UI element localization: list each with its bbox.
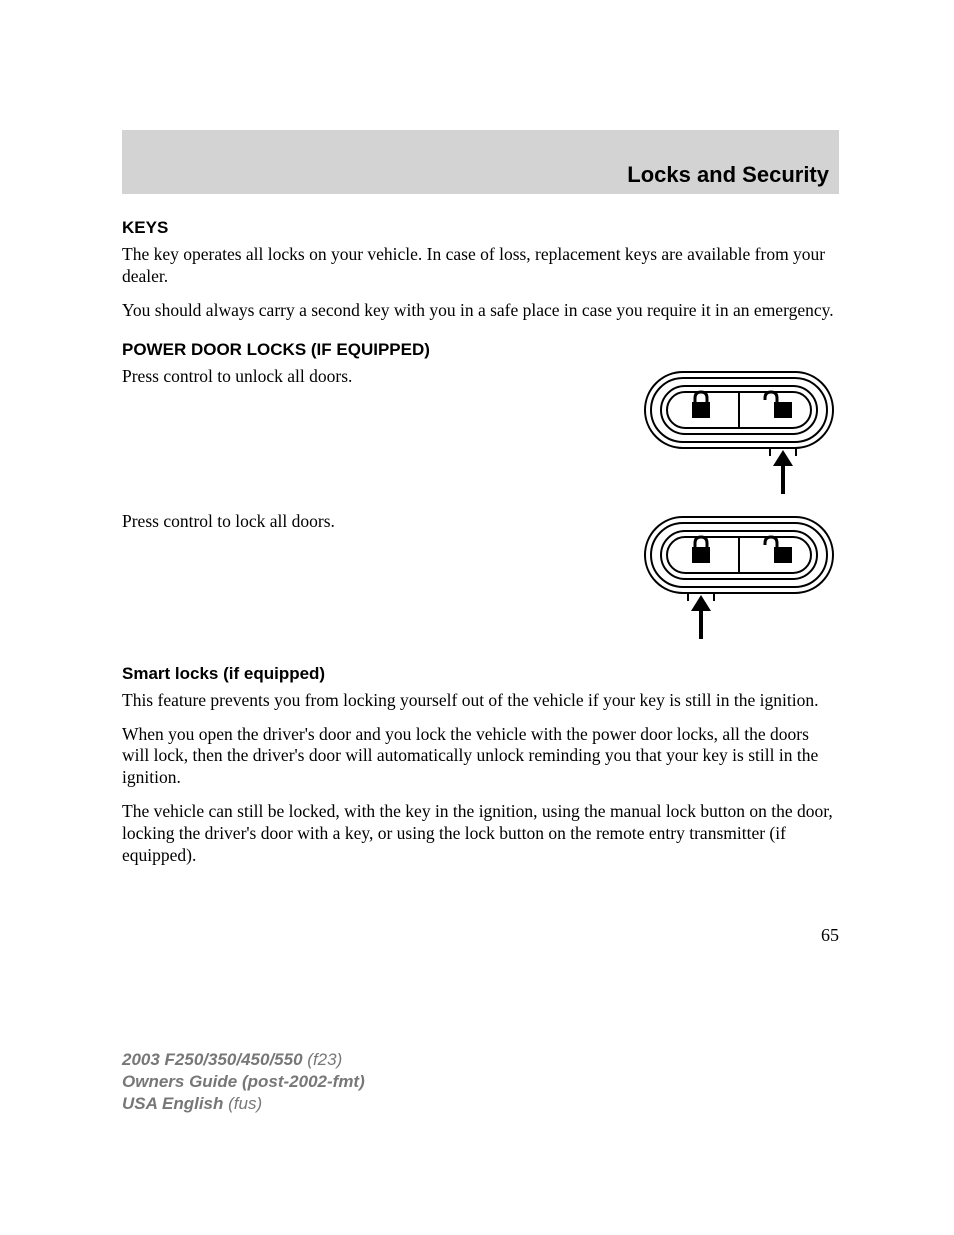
unlock-icon bbox=[765, 392, 792, 418]
footer-line-2: Owners Guide (post-2002-fmt) bbox=[122, 1071, 365, 1093]
keys-heading: KEYS bbox=[122, 218, 839, 238]
footer-code2: (fus) bbox=[228, 1094, 262, 1113]
footer-code1: (f23) bbox=[307, 1050, 342, 1069]
smart-locks-p2: When you open the driver's door and you … bbox=[122, 724, 839, 790]
lock-text: Press control to lock all doors. bbox=[122, 511, 619, 533]
power-locks-heading: POWER DOOR LOCKS (IF EQUIPPED) bbox=[122, 340, 839, 360]
arrow-up-icon bbox=[773, 450, 793, 494]
unlock-row: Press control to unlock all doors. bbox=[122, 366, 839, 501]
lock-closed-icon bbox=[692, 392, 710, 418]
page-number: 65 bbox=[821, 925, 839, 946]
unlock-icon bbox=[765, 537, 792, 563]
footer-lang: USA English bbox=[122, 1094, 223, 1113]
smart-locks-p1: This feature prevents you from locking y… bbox=[122, 690, 839, 712]
smart-locks-heading: Smart locks (if equipped) bbox=[122, 664, 839, 684]
page-container: Locks and Security KEYS The key operates… bbox=[0, 0, 954, 1235]
footer-line-1: 2003 F250/350/450/550 (f23) bbox=[122, 1049, 365, 1071]
keys-p2: You should always carry a second key wit… bbox=[122, 300, 839, 322]
header-bar: Locks and Security bbox=[122, 130, 839, 194]
smart-locks-p3: The vehicle can still be locked, with th… bbox=[122, 801, 839, 867]
footer-model: 2003 F250/350/450/550 bbox=[122, 1050, 303, 1069]
lock-closed-icon bbox=[692, 537, 710, 563]
footer-line-3: USA English (fus) bbox=[122, 1093, 365, 1115]
header-title: Locks and Security bbox=[627, 162, 829, 188]
unlock-text: Press control to unlock all doors. bbox=[122, 366, 619, 388]
unlock-diagram bbox=[639, 366, 839, 501]
keys-p1: The key operates all locks on your vehic… bbox=[122, 244, 839, 288]
arrow-up-icon bbox=[691, 595, 711, 639]
lock-diagram bbox=[639, 511, 839, 646]
footer: 2003 F250/350/450/550 (f23) Owners Guide… bbox=[122, 1049, 365, 1115]
lock-row: Press control to lock all doors. bbox=[122, 511, 839, 646]
